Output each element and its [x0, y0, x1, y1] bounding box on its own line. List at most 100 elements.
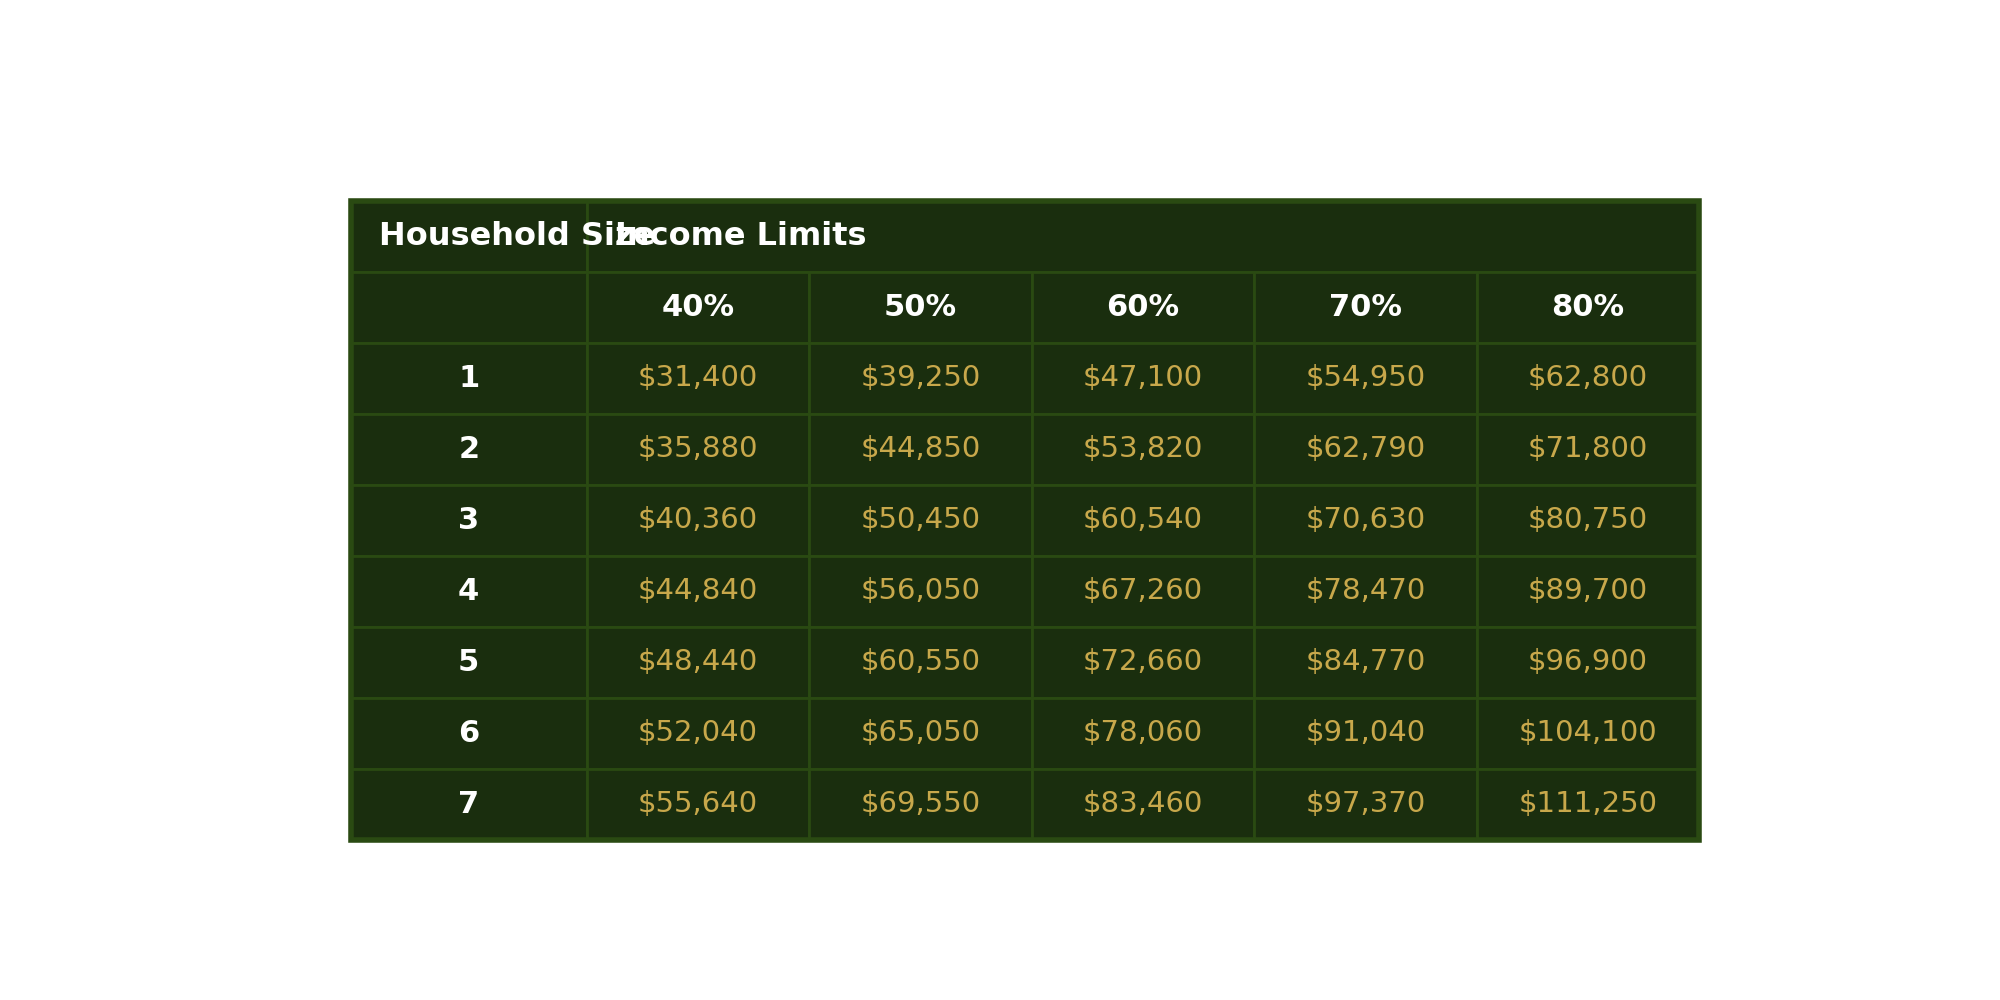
Bar: [810, 343, 1032, 414]
Text: 80%: 80%: [1552, 293, 1624, 322]
Text: $72,660: $72,660: [1082, 648, 1204, 676]
Bar: [586, 627, 810, 698]
Bar: [810, 485, 1032, 556]
Bar: [1476, 556, 1700, 627]
Bar: [350, 556, 586, 627]
Bar: [350, 201, 586, 272]
Bar: [810, 272, 1032, 343]
Bar: [1476, 343, 1700, 414]
Text: $69,550: $69,550: [860, 790, 980, 818]
Bar: [350, 485, 586, 556]
Text: 5: 5: [458, 648, 480, 677]
Text: $47,100: $47,100: [1082, 364, 1204, 392]
Bar: [350, 272, 586, 343]
Text: $44,840: $44,840: [638, 577, 758, 605]
Bar: [586, 201, 1700, 272]
Text: $89,700: $89,700: [1528, 577, 1648, 605]
Text: $84,770: $84,770: [1306, 648, 1426, 676]
Text: $62,790: $62,790: [1306, 435, 1426, 463]
Text: $60,550: $60,550: [860, 648, 980, 676]
Bar: [350, 627, 586, 698]
Bar: [1032, 698, 1254, 769]
Bar: [350, 769, 586, 840]
Text: 3: 3: [458, 506, 480, 535]
Text: $83,460: $83,460: [1082, 790, 1204, 818]
Text: $91,040: $91,040: [1306, 719, 1426, 747]
Text: $53,820: $53,820: [1082, 435, 1204, 463]
Bar: [1032, 272, 1254, 343]
Bar: [810, 414, 1032, 485]
Bar: [1032, 414, 1254, 485]
Text: Income Limits: Income Limits: [614, 221, 866, 252]
Text: $65,050: $65,050: [860, 719, 980, 747]
Text: $80,750: $80,750: [1528, 506, 1648, 534]
Text: 50%: 50%: [884, 293, 958, 322]
Text: 1: 1: [458, 364, 480, 393]
Bar: [350, 343, 586, 414]
Text: $44,850: $44,850: [860, 435, 980, 463]
Text: $71,800: $71,800: [1528, 435, 1648, 463]
Text: $104,100: $104,100: [1518, 719, 1658, 747]
Bar: [1254, 556, 1476, 627]
Text: $55,640: $55,640: [638, 790, 758, 818]
Bar: [1476, 698, 1700, 769]
Bar: [1032, 556, 1254, 627]
Bar: [1476, 272, 1700, 343]
Text: $70,630: $70,630: [1306, 506, 1426, 534]
Text: $48,440: $48,440: [638, 648, 758, 676]
Bar: [1254, 698, 1476, 769]
Bar: [586, 769, 810, 840]
Text: Household Size: Household Size: [378, 221, 654, 252]
Text: $31,400: $31,400: [638, 364, 758, 392]
Bar: [810, 698, 1032, 769]
Bar: [1254, 414, 1476, 485]
Text: $52,040: $52,040: [638, 719, 758, 747]
Text: $111,250: $111,250: [1518, 790, 1658, 818]
Text: $56,050: $56,050: [860, 577, 980, 605]
Bar: [1032, 485, 1254, 556]
Text: $96,900: $96,900: [1528, 648, 1648, 676]
Text: 7: 7: [458, 790, 480, 819]
Bar: [1032, 343, 1254, 414]
Text: 60%: 60%: [1106, 293, 1180, 322]
Bar: [1254, 627, 1476, 698]
Text: $78,470: $78,470: [1306, 577, 1426, 605]
Bar: [586, 698, 810, 769]
Bar: [350, 414, 586, 485]
Bar: [1254, 343, 1476, 414]
Bar: [586, 485, 810, 556]
Bar: [1476, 485, 1700, 556]
Text: $62,800: $62,800: [1528, 364, 1648, 392]
Text: 6: 6: [458, 719, 480, 748]
Bar: [1476, 414, 1700, 485]
Bar: [586, 556, 810, 627]
Bar: [586, 414, 810, 485]
Text: $35,880: $35,880: [638, 435, 758, 463]
Text: 70%: 70%: [1328, 293, 1402, 322]
Bar: [1032, 627, 1254, 698]
Bar: [810, 556, 1032, 627]
Text: $97,370: $97,370: [1306, 790, 1426, 818]
Text: 2: 2: [458, 435, 480, 464]
Text: $78,060: $78,060: [1082, 719, 1204, 747]
Text: $67,260: $67,260: [1082, 577, 1204, 605]
Text: $39,250: $39,250: [860, 364, 980, 392]
Text: $60,540: $60,540: [1082, 506, 1202, 534]
Bar: [810, 627, 1032, 698]
Text: 40%: 40%: [662, 293, 734, 322]
Bar: [1254, 769, 1476, 840]
Bar: [586, 272, 810, 343]
Bar: [586, 343, 810, 414]
Text: 4: 4: [458, 577, 480, 606]
Bar: [1032, 769, 1254, 840]
Bar: [1476, 769, 1700, 840]
Bar: [350, 201, 1700, 840]
Text: $54,950: $54,950: [1306, 364, 1426, 392]
Bar: [1254, 272, 1476, 343]
Bar: [350, 698, 586, 769]
Bar: [810, 769, 1032, 840]
Bar: [1254, 485, 1476, 556]
Bar: [1476, 627, 1700, 698]
Text: $40,360: $40,360: [638, 506, 758, 534]
Text: $50,450: $50,450: [860, 506, 980, 534]
